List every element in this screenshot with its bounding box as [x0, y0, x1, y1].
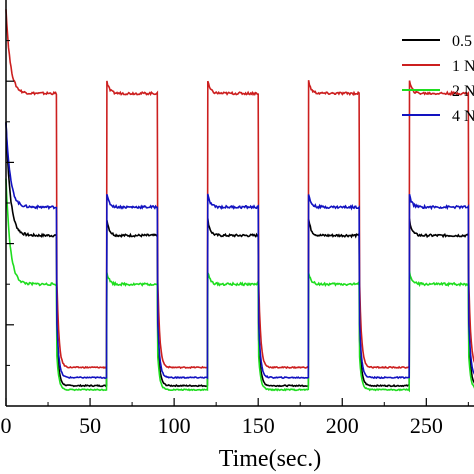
- x-tick-label: 200: [326, 413, 359, 438]
- series-layer: [5, 9, 474, 393]
- x-tick-label: 150: [242, 413, 275, 438]
- x-tick-label: 250: [410, 413, 443, 438]
- legend-label: 1 N: [452, 58, 474, 75]
- legend-label: 0.5: [452, 33, 472, 50]
- legend-label: 4 N: [452, 108, 474, 125]
- series-line-3: [5, 178, 474, 393]
- x-tick-label: 0: [1, 413, 12, 438]
- legend: 0.5 1 N 2 N 4 N: [402, 33, 474, 125]
- axes-layer: [5, 0, 474, 407]
- x-tick-label: 50: [79, 413, 101, 438]
- legend-label: 2 N: [452, 83, 474, 100]
- series-line-4: [5, 122, 474, 380]
- x-axis-title: Time(sec.): [219, 446, 321, 472]
- x-tick-label: 100: [158, 413, 191, 438]
- series-line-1: [5, 121, 474, 388]
- series-line-2: [5, 9, 474, 370]
- ticks-layer: 0 50 100 150 200 250: [1, 40, 469, 438]
